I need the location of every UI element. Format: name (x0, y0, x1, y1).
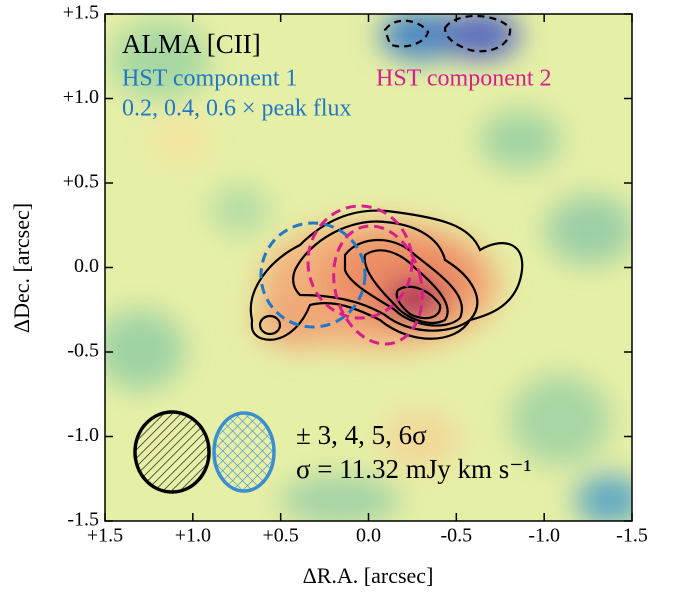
y-tick-label: 0.0 (74, 255, 99, 277)
annotation: 0.2, 0.4, 0.6 × peak flux (122, 96, 352, 122)
y-tick-label: +0.5 (63, 171, 99, 193)
x-tick-label: +0.5 (263, 525, 299, 547)
x-tick-label: 0.0 (356, 525, 381, 547)
x-tick-label: -1.0 (528, 525, 560, 547)
annotation: HST component 1 (122, 66, 298, 92)
x-tick-label: -1.5 (616, 525, 648, 547)
y-tick-label: +1.0 (63, 86, 99, 108)
map (105, 14, 632, 521)
y-tick-label: +1.5 (63, 2, 99, 24)
x-tick-label: +1.5 (87, 525, 123, 547)
y-axis-label: ΔDec. [arcsec] (9, 203, 34, 333)
y-tick-label: -1.0 (67, 424, 99, 446)
annotation: ALMA [CII] (122, 29, 261, 59)
annotation: σ = 11.32 mJy km s⁻¹ (296, 454, 532, 484)
x-axis-label: ΔR.A. [arcsec] (303, 563, 434, 588)
annotation: HST component 2 (376, 66, 552, 92)
annotation: ± 3, 4, 5, 6σ (296, 420, 427, 450)
y-tick-label: -0.5 (67, 340, 99, 362)
y-tick-label: -1.5 (67, 509, 99, 531)
x-tick-label: -0.5 (440, 525, 472, 547)
x-tick-label: +1.0 (175, 525, 211, 547)
